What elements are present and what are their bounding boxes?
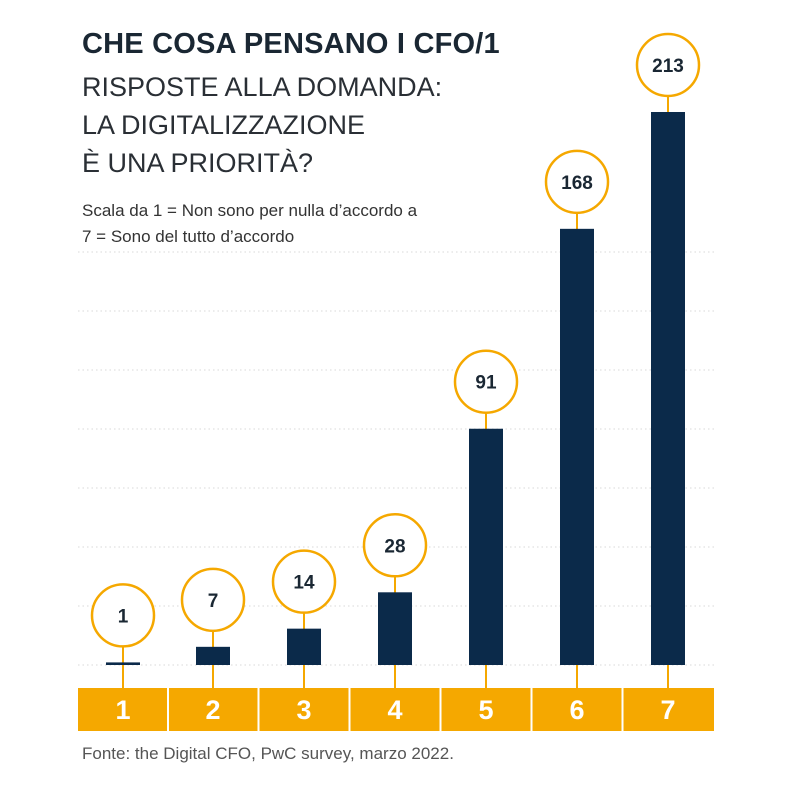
- bars: [106, 112, 685, 665]
- x-tick-label: 1: [115, 695, 130, 725]
- value-label: 28: [384, 536, 405, 557]
- value-label-circle: [271, 549, 337, 614]
- value-label: 168: [561, 173, 593, 194]
- x-tick-label: 3: [296, 695, 311, 725]
- bar: [560, 228, 594, 665]
- value-label: 1: [118, 606, 129, 627]
- source-note: Fonte: the Digital CFO, PwC survey, marz…: [82, 744, 454, 763]
- bar: [469, 428, 503, 665]
- x-tick-label: 7: [660, 695, 675, 725]
- value-label-circle: [90, 583, 156, 648]
- value-labels: 1 7 14 28 91 168 213: [90, 32, 701, 648]
- x-axis-band: [78, 688, 714, 731]
- x-axis: 1 2 3 4 5 6 7: [78, 688, 714, 731]
- chart-title: CHE COSA PENSANO I CFO/1: [82, 28, 500, 60]
- x-tick-label: 5: [478, 695, 493, 725]
- bar: [651, 112, 685, 665]
- x-tick-label: 6: [569, 695, 584, 725]
- value-label: 213: [652, 56, 684, 77]
- chart-subtitle: RISPOSTE ALLA DOMANDA: LA DIGITALIZZAZIO…: [82, 72, 443, 178]
- value-label-circle: [362, 513, 428, 578]
- value-label: 14: [293, 573, 315, 594]
- x-tick-label: 2: [205, 695, 220, 725]
- value-label: 91: [475, 373, 497, 394]
- value-label-circle: [453, 349, 519, 414]
- scale-note: Scala da 1 = Non sono per nulla d’accord…: [82, 201, 418, 246]
- bar: [378, 592, 412, 665]
- x-tick-label: 4: [387, 695, 402, 725]
- bar: [287, 628, 321, 665]
- value-label-circle: [635, 32, 701, 98]
- bar: [106, 662, 140, 665]
- bar: [196, 646, 230, 665]
- value-label-circle: [180, 567, 246, 633]
- value-label: 7: [208, 591, 219, 612]
- value-label-circle: [544, 149, 610, 215]
